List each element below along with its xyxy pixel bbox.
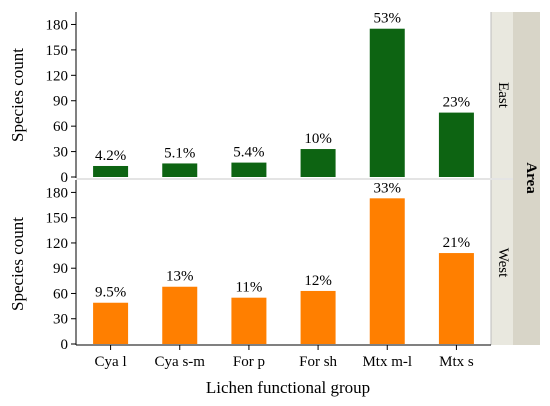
y-tick-label-east-2: 60 [53,119,68,135]
x-tick-label-5: Mtx s [439,354,474,370]
data-label-west-2: 11% [235,280,262,296]
bar-east-1 [162,163,198,177]
data-label-west-5: 21% [443,235,471,251]
panels-layer: East 4.2% 5.1% 5.4% 10% 53% 23% 0 30 60 90 120 150 18… [46,11,513,370]
y-tick-label-west-6: 180 [46,185,69,201]
data-label-west-0: 9.5% [95,285,126,301]
data-label-east-1: 5.1% [164,145,195,161]
bar-west-1 [162,286,198,344]
bar-west-2 [231,297,267,344]
y-axis-title-east: Species count [8,48,27,142]
panel-strip-label-east: East [495,82,511,109]
y-tick-label-west-5: 150 [46,211,69,227]
y-axis-title-west: Species count [8,217,27,311]
y-tick-label-east-3: 90 [53,94,68,110]
y-tick-label-west-3: 90 [53,261,68,277]
x-tick-label-2: For p [233,354,265,370]
bar-west-0 [93,302,129,344]
x-tick-label-0: Cya l [95,354,127,370]
data-label-west-1: 13% [166,269,194,285]
panel-east: East 4.2% 5.1% 5.4% 10% 53% 23% 0 30 60 90 120 150 18… [46,11,513,186]
y-tick-label-east-5: 150 [46,43,69,59]
y-tick-label-east-0: 0 [61,170,69,186]
x-axis-title: Lichen functional group [206,378,370,397]
bar-east-5 [438,112,474,177]
y-tick-label-east-1: 30 [53,145,68,161]
data-label-west-3: 12% [304,273,332,289]
data-label-east-4: 53% [374,11,402,27]
data-label-east-5: 23% [443,95,471,111]
x-tick-label-4: Mtx m-l [362,354,412,370]
bar-east-0 [93,165,129,177]
y-tick-label-west-4: 120 [46,236,69,252]
bar-west-5 [438,253,474,344]
data-label-east-3: 10% [304,131,332,147]
bar-east-2 [231,162,267,177]
area-strip-background [513,12,540,345]
y-tick-label-east-6: 180 [46,17,69,33]
data-label-east-0: 4.2% [95,148,126,164]
x-tick-label-3: For sh [299,354,337,370]
data-label-west-4: 33% [374,180,402,196]
y-tick-label-west-1: 30 [53,312,68,328]
y-tick-label-west-0: 0 [61,337,69,353]
bar-east-4 [369,28,405,177]
panel-strip-west [491,180,513,345]
area-strip-label: Area [523,162,539,194]
bar-west-3 [300,290,336,344]
bar-east-3 [300,149,336,177]
x-tick-label-1: Cya s-m [155,354,206,370]
panel-west: West 9.5% 13% 11% 12% 33% 21% 0 30 60 90 120 150 180 [46,180,513,353]
bar-west-4 [369,198,405,344]
panel-strip-east [491,12,513,178]
y-tick-label-west-2: 60 [53,286,68,302]
y-tick-label-east-4: 120 [46,68,69,84]
panel-strip-label-west: West [495,248,511,278]
data-label-east-2: 5.4% [233,145,264,161]
